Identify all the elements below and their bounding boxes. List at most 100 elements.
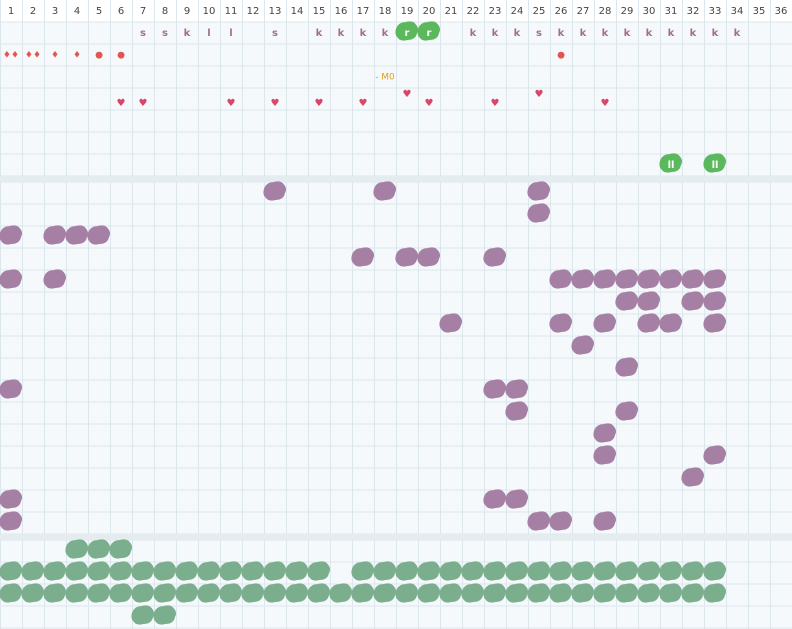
green-block-shape [505,583,529,603]
green-block-shape [197,561,221,581]
purple-block [681,291,705,311]
green-block [615,583,639,603]
purple-block-shape [0,511,23,531]
purple-block-shape [703,313,727,333]
column-number: 19 [401,6,414,17]
column-number: 32 [687,6,700,17]
purple-block [43,269,67,289]
column-number: 14 [291,6,304,17]
purple-block-shape [615,269,639,289]
green-block-shape [417,583,441,603]
column-number: 3 [52,6,58,17]
purple-block [505,379,529,399]
row-tag: s [140,28,146,39]
green-block [395,583,419,603]
tag-badge-shape [417,21,441,41]
green-block [527,561,551,581]
purple-block-shape [527,511,551,531]
purple-block-shape [549,269,573,289]
green-block-shape [527,583,551,603]
symbol: ● [95,51,103,61]
marker-label: - M0 [375,73,395,83]
column-number: 35 [753,6,766,17]
section-divider [0,534,792,540]
green-block [131,605,155,625]
purple-block [593,423,617,443]
purple-block [681,467,705,487]
green-block [65,583,89,603]
purple-block-shape [395,247,419,267]
green-block [703,583,727,603]
green-block-shape [109,583,133,603]
green-block [307,583,331,603]
purple-block-shape [263,181,287,201]
green-block-shape [505,561,529,581]
green-block-shape [439,583,463,603]
green-block-shape [351,583,375,603]
green-block-shape [0,583,23,603]
green-block-shape [483,583,507,603]
column-number: 6 [118,6,124,17]
green-block-shape [153,605,177,625]
column-number: 28 [599,6,612,17]
purple-block-shape [549,511,573,531]
green-block [527,583,551,603]
row-tag: k [492,28,499,39]
green-block [0,561,23,581]
purple-block [703,445,727,465]
purple-block [659,269,683,289]
green-block-shape [593,561,617,581]
green-block [87,539,111,559]
green-block-shape [241,583,265,603]
heart: ♥ [425,98,434,109]
purple-block [439,313,463,333]
column-number: 27 [577,6,590,17]
green-block [461,561,485,581]
green-block-shape [571,561,595,581]
purple-block [0,269,23,289]
symbol: ● [117,51,125,61]
purple-block-shape [527,203,551,223]
tag-badge [417,21,441,41]
purple-block [703,313,727,333]
column-number: 5 [96,6,102,17]
row-tag: k [558,28,565,39]
green-block-shape [549,583,573,603]
green-block [285,561,309,581]
purple-block [571,335,595,355]
purple-block-shape [483,247,507,267]
green-block [241,561,265,581]
column-number: 30 [643,6,656,17]
purple-block [505,489,529,509]
symbol: ♦ [73,51,81,61]
green-block [373,561,397,581]
row-tag: k [514,28,521,39]
symbol: ● [557,51,565,61]
green-block [483,561,507,581]
green-block-shape [197,583,221,603]
pause-badge [659,153,683,173]
green-block [87,561,111,581]
green-block-shape [109,539,133,559]
purple-block [659,313,683,333]
purple-block-shape [43,269,67,289]
green-block [351,561,375,581]
row-tag: k [316,28,323,39]
green-block-shape [131,561,155,581]
column-number: 10 [203,6,216,17]
green-block-shape [681,583,705,603]
purple-block [703,269,727,289]
heart: ♥ [535,89,544,100]
purple-block-shape [681,467,705,487]
green-block-shape [219,583,243,603]
purple-block [505,401,529,421]
row-tag: k [712,28,719,39]
purple-block-shape [593,313,617,333]
pause-badge [703,153,727,173]
purple-block-shape [703,445,727,465]
green-block [219,561,243,581]
green-block-shape [21,583,45,603]
green-block-shape [461,561,485,581]
heart: ♥ [139,98,148,109]
row-tag: r [405,28,410,39]
